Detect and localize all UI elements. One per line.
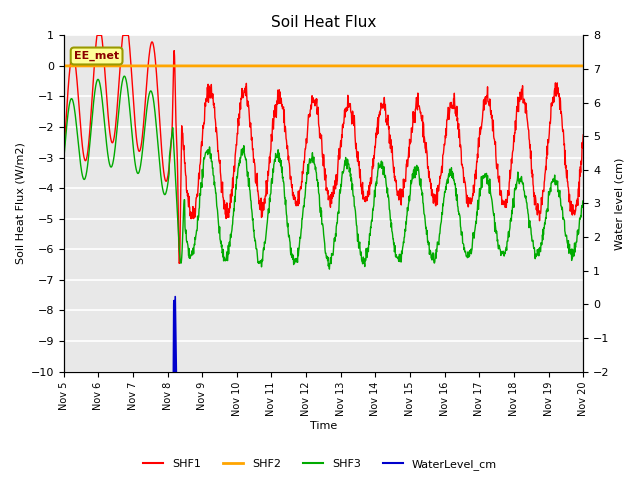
Title: Soil Heat Flux: Soil Heat Flux <box>271 15 376 30</box>
Y-axis label: Soil Heat Flux (W/m2): Soil Heat Flux (W/m2) <box>15 143 25 264</box>
X-axis label: Time: Time <box>310 421 337 432</box>
Y-axis label: Water level (cm): Water level (cm) <box>615 157 625 250</box>
Text: EE_met: EE_met <box>74 51 119 61</box>
Legend: SHF1, SHF2, SHF3, WaterLevel_cm: SHF1, SHF2, SHF3, WaterLevel_cm <box>138 455 502 474</box>
